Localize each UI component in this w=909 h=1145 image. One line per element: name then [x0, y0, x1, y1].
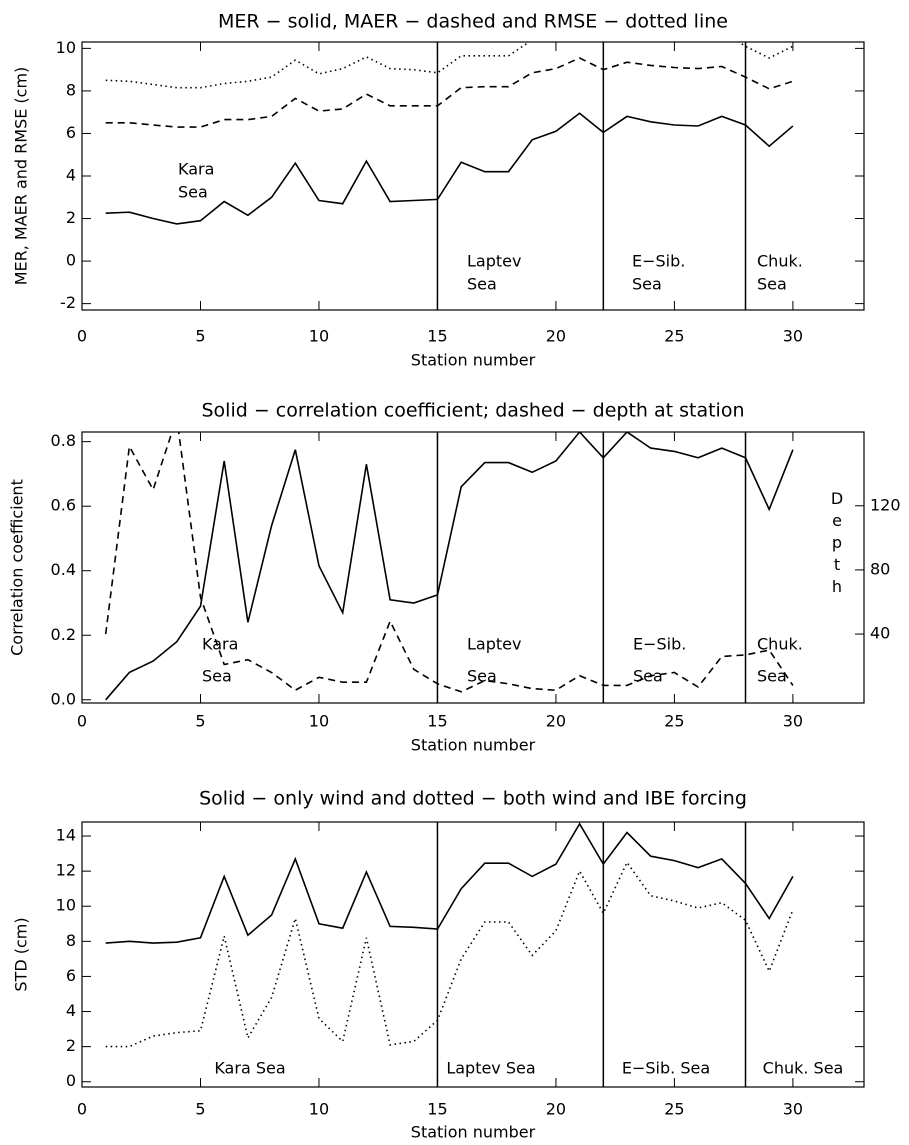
plot-frame	[81, 821, 865, 1088]
x-tick-label: 0	[77, 327, 87, 346]
x-tick-label: 15	[427, 712, 447, 731]
region-label: Chuk.	[757, 252, 803, 271]
y-axis-label: Correlation coefficient	[8, 479, 27, 656]
data-line	[105, 57, 794, 128]
y2-tick-label: 40	[870, 624, 890, 643]
y-tick-label: 0.4	[51, 560, 76, 579]
x-tick-label: 15	[427, 1100, 447, 1119]
y-tick-label: 0.8	[51, 431, 76, 450]
x-tick-label: 0	[77, 712, 87, 731]
region-label: Sea	[202, 667, 232, 686]
chart-title: Solid − correlation coefficient; dashed …	[201, 400, 744, 422]
y-tick-label: 6	[66, 966, 76, 985]
data-line	[105, 822, 794, 944]
region-label: Kara Sea	[214, 1059, 285, 1078]
region-label: Laptev Sea	[446, 1059, 535, 1078]
region-label: E−Sib.	[633, 635, 686, 654]
x-tick-label: 10	[309, 1100, 329, 1119]
data-line	[104, 432, 794, 693]
y-tick-label: -2	[60, 293, 76, 312]
x-tick-label: 15	[427, 327, 447, 346]
y-tick-label: 14	[56, 826, 76, 845]
region-label: Sea	[178, 183, 208, 202]
y2-tick-label: 80	[870, 559, 890, 578]
chart-title: MER − solid, MAER − dashed and RMSE − do…	[218, 11, 728, 33]
y-tick-label: 0.0	[51, 689, 76, 708]
region-label: E−Sib. Sea	[622, 1059, 710, 1078]
x-tick-label: 30	[783, 712, 803, 731]
x-tick-label: 10	[309, 712, 329, 731]
region-label: Sea	[467, 275, 497, 294]
x-tick-label: 5	[195, 327, 205, 346]
data-line	[105, 112, 794, 225]
region-label: Kara	[178, 160, 214, 179]
x-axis-label: Station number	[411, 351, 536, 370]
x-tick-label: 5	[195, 712, 205, 731]
region-label: Sea	[757, 275, 787, 294]
y-tick-label: 0	[66, 1071, 76, 1090]
region-label: Chuk. Sea	[763, 1059, 844, 1078]
x-axis-label: Station number	[411, 736, 536, 755]
y-tick-label: 8	[66, 931, 76, 950]
y-tick-label: 4	[66, 1001, 76, 1020]
x-tick-label: 10	[309, 327, 329, 346]
y2-tick-label: 120	[870, 495, 901, 514]
data-line	[105, 42, 794, 89]
plot-frame	[81, 431, 865, 704]
y-tick-label: 4	[66, 166, 76, 185]
data-line	[105, 432, 794, 701]
x-tick-label: 20	[546, 1100, 566, 1119]
data-line	[105, 860, 794, 1048]
y-tick-label: 0.6	[51, 496, 76, 515]
x-tick-label: 30	[783, 327, 803, 346]
y-tick-label: 12	[56, 861, 76, 880]
region-label: Laptev	[467, 252, 521, 271]
y-tick-label: 0.2	[51, 625, 76, 644]
panel: Solid − only wind and dotted − both wind…	[12, 788, 865, 1142]
x-tick-label: 0	[77, 1100, 87, 1119]
y-tick-label: 8	[66, 80, 76, 99]
region-label: Chuk.	[757, 635, 803, 654]
x-tick-label: 25	[664, 327, 684, 346]
y-axis-label: MER, MAER and RMSE (cm)	[12, 67, 31, 286]
y-tick-label: 10	[56, 896, 76, 915]
y-tick-label: 0	[66, 251, 76, 270]
x-tick-label: 25	[664, 712, 684, 731]
region-label: Kara	[202, 635, 238, 654]
x-axis-label: Station number	[411, 1123, 536, 1142]
x-tick-label: 20	[546, 327, 566, 346]
chart-title: Solid − only wind and dotted − both wind…	[199, 788, 747, 810]
panel: Solid − correlation coefficient; dashed …	[8, 400, 901, 755]
x-tick-label: 5	[195, 1100, 205, 1119]
x-tick-label: 30	[783, 1100, 803, 1119]
region-label: E−Sib.	[632, 252, 685, 271]
y2-axis-label: Depth	[828, 489, 847, 599]
y-tick-label: 10	[56, 38, 76, 57]
y-tick-label: 2	[66, 1036, 76, 1055]
region-label: Sea	[632, 275, 662, 294]
y-axis-label: STD (cm)	[12, 917, 31, 991]
x-tick-label: 20	[546, 712, 566, 731]
x-tick-label: 25	[664, 1100, 684, 1119]
region-label: Sea	[757, 667, 787, 686]
region-label: Laptev	[467, 635, 521, 654]
panel: MER − solid, MAER − dashed and RMSE − do…	[12, 11, 865, 370]
y-tick-label: 6	[66, 123, 76, 142]
y-tick-label: 2	[66, 208, 76, 227]
